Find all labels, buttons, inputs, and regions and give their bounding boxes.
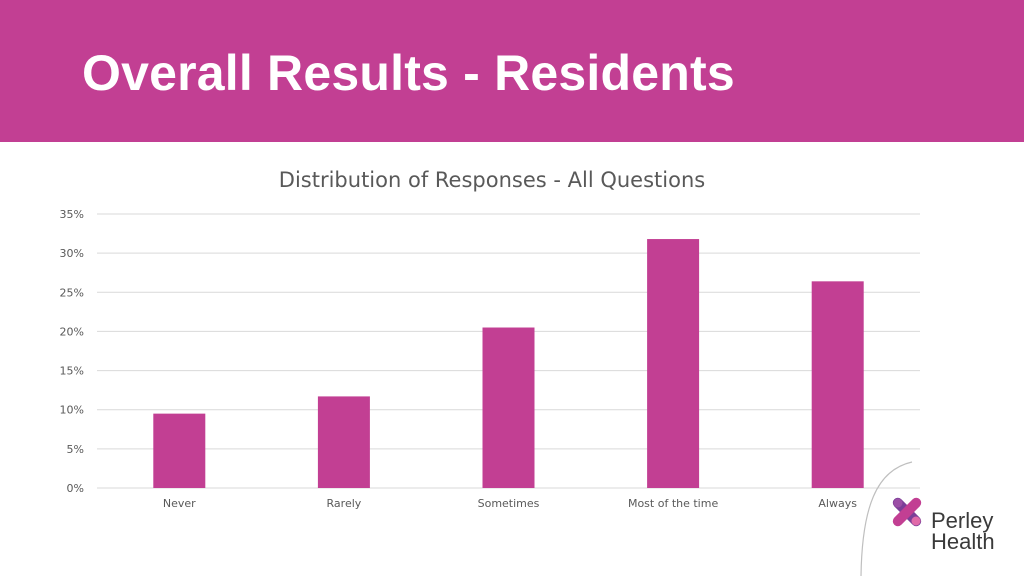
y-tick-label: 5% <box>67 443 84 456</box>
y-tick-label: 20% <box>60 325 84 338</box>
bar-rarely <box>317 396 370 488</box>
chart-title: Distribution of Responses - All Question… <box>278 168 706 192</box>
y-tick-label: 35% <box>60 208 84 221</box>
y-tick-label: 30% <box>60 247 84 260</box>
x-tick-label: Always <box>818 497 857 510</box>
perley-health-x-logo-icon <box>892 497 922 527</box>
logo-text-line1: Perley <box>931 508 994 533</box>
logo-text-line2: Health <box>931 529 995 554</box>
bar-always <box>811 281 864 488</box>
y-tick-label: 0% <box>67 482 84 495</box>
x-tick-label: Most of the time <box>628 497 718 510</box>
bar-most-of-the-time <box>647 239 700 488</box>
y-tick-label: 15% <box>60 365 84 378</box>
x-tick-label: Sometimes <box>478 497 540 510</box>
bar-never <box>153 413 206 488</box>
y-tick-label: 25% <box>60 286 84 299</box>
slide-title: Overall Results - Residents <box>82 45 735 101</box>
perley-health-logo <box>860 461 922 576</box>
y-tick-label: 10% <box>60 404 84 417</box>
bar-sometimes <box>482 327 535 488</box>
decorative-arc <box>860 461 913 576</box>
x-tick-label: Never <box>163 497 196 510</box>
header-banner: Overall Results - Residents <box>0 0 1024 142</box>
logo-text: Perley Health <box>931 508 995 554</box>
x-tick-label: Rarely <box>327 497 362 510</box>
